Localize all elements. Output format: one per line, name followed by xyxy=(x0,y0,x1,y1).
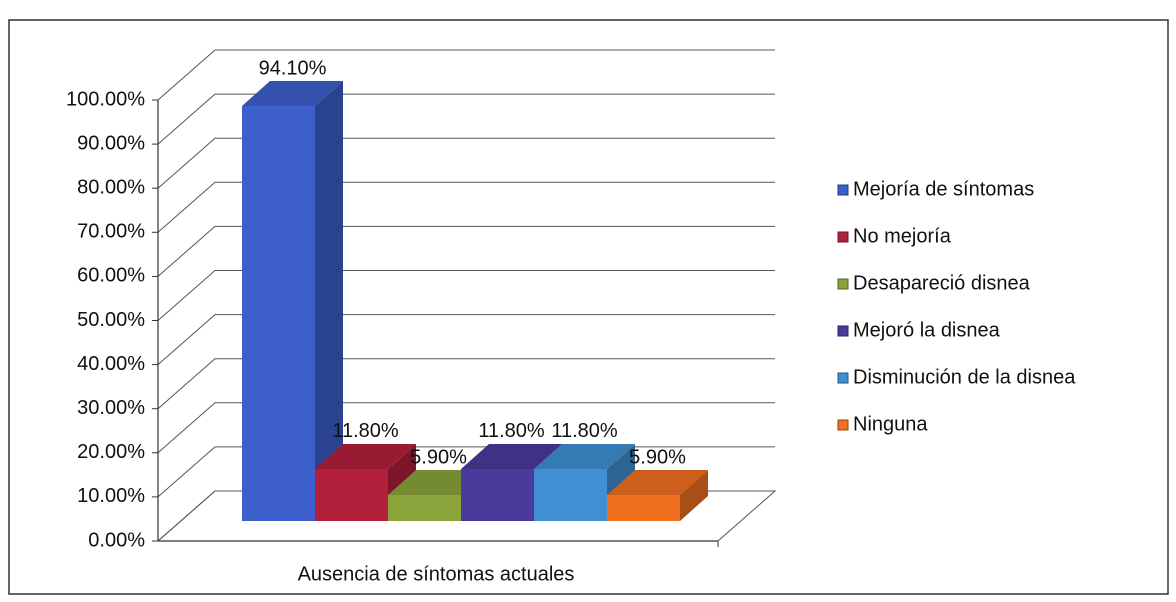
bar-front xyxy=(388,494,461,521)
legend-label: Mejoría de síntomas xyxy=(853,178,1034,200)
bar-side xyxy=(680,469,708,521)
grid-line xyxy=(157,93,775,145)
bar-front xyxy=(242,106,315,522)
legend-label: Desapareció disnea xyxy=(853,272,1031,294)
grid-line xyxy=(157,181,775,233)
grid-line xyxy=(157,270,775,321)
data-label: 11.80% xyxy=(478,420,545,442)
bar-front xyxy=(461,468,534,521)
legend-marker xyxy=(837,419,849,431)
legend-marker xyxy=(837,184,849,196)
legend-marker xyxy=(837,278,849,290)
y-tick-label: 60.00% xyxy=(77,265,145,287)
y-tick-label: 50.00% xyxy=(77,309,145,331)
y-tick-label: 0.00% xyxy=(88,529,145,551)
legend-marker xyxy=(837,231,849,243)
bar-front xyxy=(607,494,680,521)
bar-top xyxy=(461,443,562,469)
data-label: 94.10% xyxy=(259,57,327,79)
bar-top xyxy=(607,469,708,495)
grid-line xyxy=(157,314,775,365)
data-label: 11.80% xyxy=(332,420,399,442)
data-label: 11.80% xyxy=(551,420,618,442)
grid-line xyxy=(157,358,775,410)
y-tick-label: 40.00% xyxy=(77,353,145,375)
legend-label: Disminución de la disnea xyxy=(853,366,1076,388)
legend-label: No mejoría xyxy=(853,225,952,247)
y-tick-label: 80.00% xyxy=(77,176,145,198)
grid-line xyxy=(157,225,775,277)
y-tick-label: 90.00% xyxy=(77,132,145,154)
data-label: 5.90% xyxy=(410,446,467,468)
legend-marker xyxy=(837,372,849,384)
legend-label: Mejoró la disnea xyxy=(853,319,1001,341)
y-tick-label: 70.00% xyxy=(77,221,145,243)
grid-line xyxy=(157,49,775,101)
y-tick-label: 10.00% xyxy=(77,485,145,507)
data-label: 5.90% xyxy=(629,446,686,468)
grid-line xyxy=(157,402,775,454)
grid-line xyxy=(157,137,775,189)
legend-marker xyxy=(837,325,849,337)
y-tick-label: 100.00% xyxy=(66,88,145,110)
bar-front xyxy=(534,468,607,521)
bar-side xyxy=(315,81,343,522)
bar-front xyxy=(315,468,388,521)
bar-top xyxy=(534,443,635,469)
legend-label: Ninguna xyxy=(853,413,928,435)
x-tick-label: Ausencia de síntomas actuales xyxy=(298,563,575,585)
y-tick-label: 30.00% xyxy=(77,397,145,419)
bar-top xyxy=(242,81,343,107)
bar-top xyxy=(315,443,416,469)
y-tick-label: 20.00% xyxy=(77,441,145,463)
